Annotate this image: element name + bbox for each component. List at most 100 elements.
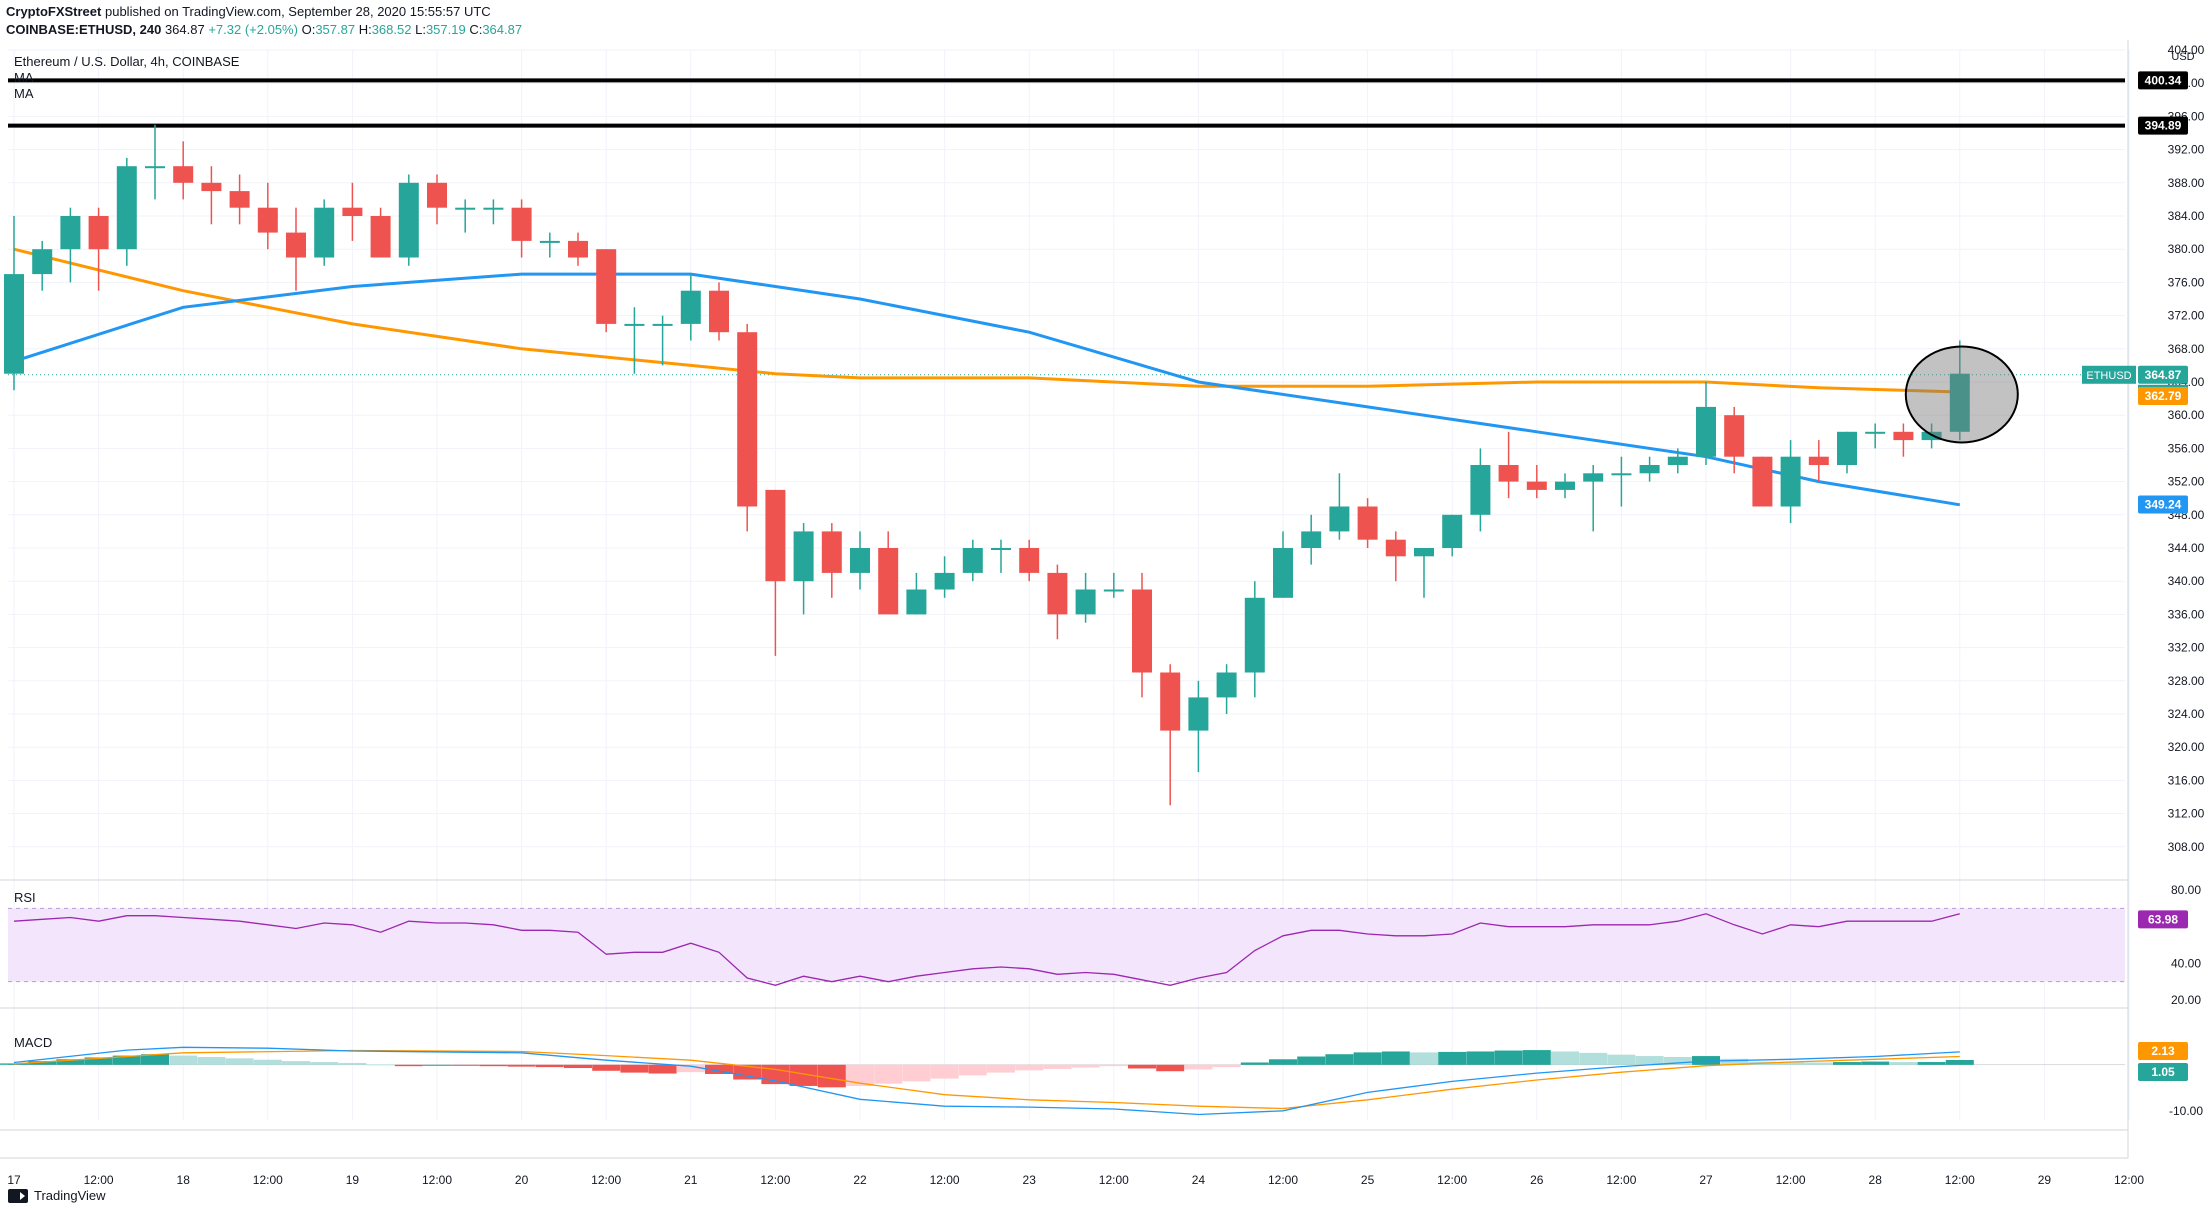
candle <box>539 232 560 258</box>
macd-signal-line <box>13 1049 1960 1110</box>
candle-body <box>427 182 447 208</box>
price-tick-label: 332.00 <box>2168 641 2205 655</box>
time-tick-label: 24 <box>1192 1173 1206 1187</box>
ma-fast-price-tag-text: 349.24 <box>2145 498 2182 512</box>
candle-body <box>342 207 363 216</box>
publisher-name[interactable]: CryptoFXStreet <box>6 4 102 19</box>
rsi-value-tag: 63.98 <box>2138 910 2188 929</box>
ma-legend-1[interactable]: MA <box>14 70 34 85</box>
macd-histogram-bar <box>1551 1051 1579 1065</box>
candle-body <box>314 207 335 258</box>
macd-histogram-bar <box>0 1063 28 1065</box>
candle-body <box>1103 589 1124 592</box>
candle-body <box>60 216 81 250</box>
time-tick-label: 12:00 <box>1776 1173 1806 1187</box>
candle <box>1442 514 1463 557</box>
price-tick-label: 368.00 <box>2168 342 2205 356</box>
time-tick-label: 12:00 <box>1945 1173 1975 1187</box>
candle-body <box>906 589 927 615</box>
candle-body <box>624 323 645 326</box>
macd-histogram-bar <box>1522 1050 1551 1065</box>
open-value: 357.87 <box>315 22 356 37</box>
time-tick-label: 12:00 <box>422 1173 452 1187</box>
macd-histogram-bar <box>1353 1052 1382 1065</box>
macd-histogram-bar <box>1043 1064 1072 1069</box>
time-tick-label: 26 <box>1530 1173 1544 1187</box>
ma-fast-price-tag: 349.24 <box>2138 495 2188 514</box>
macd-histogram-bar <box>423 1064 451 1066</box>
macd-histogram-bar <box>846 1064 874 1086</box>
candle <box>1216 664 1237 714</box>
ma-legend-2[interactable]: MA <box>14 86 34 101</box>
candle <box>821 523 842 598</box>
candle <box>201 166 222 225</box>
close-label: C: <box>469 22 483 37</box>
candle-body <box>1667 456 1688 465</box>
time-tick-label: 12:00 <box>760 1173 790 1187</box>
candle <box>765 489 786 656</box>
hline-price-tag-bg <box>2138 71 2188 90</box>
price-tick-label: 308.00 <box>2168 840 2205 854</box>
high-value: 368.52 <box>371 22 412 37</box>
rsi-tick-label: 20.00 <box>2171 993 2201 1007</box>
price-tick-label: 360.00 <box>2168 408 2205 422</box>
candle <box>370 207 391 258</box>
price-tick-label: 372.00 <box>2168 309 2205 323</box>
candle-body <box>1188 697 1209 731</box>
macd-histogram-bar <box>1410 1052 1438 1065</box>
candle-body <box>539 240 560 243</box>
macd-histogram-bar <box>1381 1051 1410 1065</box>
ma-slow-price-tag-bg <box>2138 387 2188 406</box>
macd-histogram-bar <box>987 1064 1015 1073</box>
candle-body <box>1216 672 1237 698</box>
macd-histogram-bar <box>1099 1064 1128 1067</box>
price-tick-label: 392.00 <box>2168 143 2205 157</box>
price-tick-label: 356.00 <box>2168 441 2205 455</box>
macd-histogram-bar <box>1635 1056 1664 1065</box>
rsi-label[interactable]: RSI <box>14 890 36 905</box>
chart-title: Ethereum / U.S. Dollar, 4h, COINBASE <box>14 54 240 69</box>
highlight-circle <box>1904 345 2019 444</box>
time-tick-label: 12:00 <box>2114 1173 2144 1187</box>
price-tick-label: 340.00 <box>2168 574 2205 588</box>
macd-histogram-bar <box>1325 1054 1354 1065</box>
macd-histogram-bar <box>451 1064 480 1066</box>
candle <box>1667 448 1688 474</box>
price-tick-label: 336.00 <box>2168 607 2205 621</box>
price-tick-label: 384.00 <box>2168 209 2205 223</box>
symbol-line: COINBASE:ETHUSD, 240 <box>6 22 162 37</box>
ma-slow-price-tag: 362.79 <box>2138 387 2188 406</box>
macd-histogram-bar <box>1917 1062 1946 1065</box>
candle <box>1780 440 1801 524</box>
open-label: O: <box>301 22 316 37</box>
candle-body <box>1611 473 1632 476</box>
candle <box>1949 340 1970 441</box>
candle <box>173 141 194 200</box>
macd-histogram-bar <box>1240 1062 1269 1065</box>
horizontal-lines <box>8 78 2125 376</box>
candle-body <box>1865 431 1886 434</box>
time-tick-label: 22 <box>853 1173 867 1187</box>
candle <box>257 182 278 250</box>
tradingview-logo[interactable]: TradingView <box>8 1188 106 1203</box>
price-tick-label: 352.00 <box>2168 475 2205 489</box>
candle <box>878 531 899 615</box>
candle-body <box>398 182 419 258</box>
candles <box>4 124 1970 806</box>
macd-histogram-bar <box>169 1055 198 1065</box>
candle <box>737 323 758 532</box>
candle <box>314 199 335 266</box>
time-tick-label: 12:00 <box>253 1173 283 1187</box>
time-tick-label: 21 <box>684 1173 698 1187</box>
candle <box>88 207 109 291</box>
hline-price-tag: 400.34 <box>2138 71 2188 90</box>
macd-histogram-bar <box>676 1064 705 1073</box>
macd-histogram-bar <box>1269 1059 1297 1065</box>
candle-body <box>765 489 786 582</box>
last-price: 364.87 <box>164 22 205 37</box>
macd-label[interactable]: MACD <box>14 1035 53 1050</box>
rsi-band-fill <box>8 908 2125 982</box>
candle <box>229 174 250 225</box>
hline-price-tag: 394.89 <box>2138 116 2188 135</box>
